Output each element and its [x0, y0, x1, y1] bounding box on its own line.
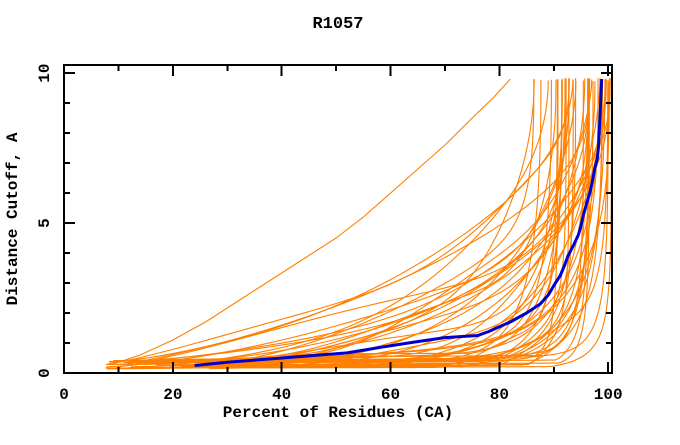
model-curve: [128, 80, 549, 369]
model-curve: [119, 80, 589, 365]
model-curve: [106, 78, 570, 368]
model-curve: [155, 80, 567, 363]
y-axis-label: Distance Cutoff, A: [4, 132, 22, 305]
y-tick-label: 5: [36, 218, 54, 228]
model-curve: [180, 78, 586, 367]
x-tick-label: 40: [272, 386, 291, 404]
x-tick-label: 80: [490, 386, 509, 404]
model-curve: [193, 78, 567, 369]
model-curve: [107, 80, 590, 370]
chart-title: R1057: [312, 15, 363, 34]
x-tick-label: 0: [59, 386, 69, 404]
outlier-model-curve: [112, 78, 511, 365]
model-curve: [239, 79, 559, 361]
highlighted-model-curve: [194, 79, 604, 367]
series-curves-group: [112, 78, 604, 367]
x-tick-label: 60: [381, 386, 400, 404]
y-tick-label: 0: [36, 368, 54, 378]
x-tick-label: 20: [163, 386, 182, 404]
model-curve: [143, 79, 563, 363]
model-curve: [126, 78, 591, 365]
x-axis-label: Percent of Residues (CA): [223, 404, 453, 422]
x-tick-label: 100: [594, 386, 623, 404]
axis-ticks-group: [63, 65, 612, 374]
model-curve: [204, 80, 542, 368]
model-curve: [153, 78, 589, 362]
model-curve: [131, 81, 590, 362]
model-curves-group: [105, 78, 612, 370]
y-tick-label: 10: [36, 63, 54, 82]
model-curve: [228, 79, 535, 363]
plot-box: [63, 64, 613, 374]
model-curve: [240, 78, 535, 365]
model-curve: [105, 78, 570, 366]
model-curve: [208, 80, 584, 366]
model-curve: [109, 80, 563, 363]
model-curve: [127, 79, 607, 363]
model-curve: [116, 81, 610, 368]
model-curve: [109, 79, 574, 363]
tick-labels-group: 0 20 40 60 80 100 0 5 10: [36, 63, 623, 404]
model-curve: [169, 79, 593, 367]
model-curve: [238, 79, 606, 368]
